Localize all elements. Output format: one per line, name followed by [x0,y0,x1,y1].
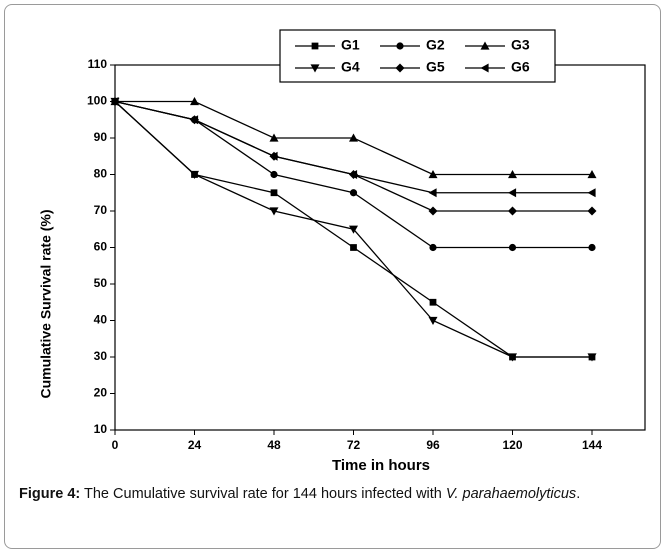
marker [428,188,437,198]
figure: Cumulative Survival rate (%) Time in hou… [4,4,661,549]
chart: Cumulative Survival rate (%) Time in hou… [38,29,646,474]
marker [587,206,597,216]
legend-label: G6 [511,59,530,75]
y-tick-label: 30 [94,349,108,363]
marker [587,353,597,362]
legend-label: G3 [511,37,530,53]
marker [588,243,596,252]
marker [270,189,278,197]
y-tick-label: 40 [94,313,108,327]
y-tick-label: 80 [94,167,108,181]
caption: Figure 4: The Cumulative survival rate f… [19,483,645,505]
caption-text: The Cumulative survival rate for 144 hou… [84,486,442,502]
x-tick-label: 24 [188,438,202,452]
marker [190,115,199,125]
marker [508,206,517,216]
marker [269,151,278,161]
y-tick-label: 90 [94,130,108,144]
marker [396,42,404,50]
marker [508,353,517,362]
marker [587,170,597,179]
legend-label: G1 [341,37,360,53]
x-axis-label: Time in hours [332,457,430,474]
marker [428,316,438,325]
legend-label: G5 [426,59,445,75]
y-tick-label: 110 [88,57,108,71]
y-tick-label: 100 [87,94,107,108]
marker [349,225,358,234]
marker [395,63,405,73]
marker [429,243,437,252]
marker [428,170,438,179]
marker [349,189,358,197]
marker [349,170,358,179]
marker [311,42,319,50]
marker [269,207,279,216]
marker [269,133,279,142]
marker [508,243,517,252]
y-tick-label: 50 [94,276,108,290]
marker [429,298,437,306]
marker [350,244,357,251]
x-tick-label: 120 [502,438,522,452]
caption-label: Figure 4: [19,486,81,502]
marker [310,64,320,73]
x-tick-label: 96 [426,438,440,452]
y-axis-label: Cumulative Survival rate (%) [38,209,54,398]
x-tick-label: 72 [347,438,361,452]
legend-label: G4 [341,59,360,75]
legend-box [279,29,556,83]
y-tick-label: 20 [94,386,108,400]
marker [480,41,490,50]
marker [349,133,358,142]
x-tick-label: 144 [582,438,602,452]
legend-label: G2 [426,37,445,53]
marker [508,170,517,179]
y-tick-label: 60 [94,240,108,254]
marker [587,188,596,198]
marker [428,206,438,216]
x-tick-label: 48 [267,438,281,452]
caption-italic: V. parahaemolyticus [445,486,577,502]
series-line [114,100,592,194]
caption-end: . [576,486,581,502]
marker [190,97,199,106]
x-tick-label: 0 [112,438,119,452]
marker [190,170,199,179]
marker [110,97,119,106]
y-tick-label: 70 [94,203,108,217]
marker [508,188,517,198]
marker [480,63,489,73]
marker [270,170,278,179]
y-tick-label: 10 [94,422,108,436]
